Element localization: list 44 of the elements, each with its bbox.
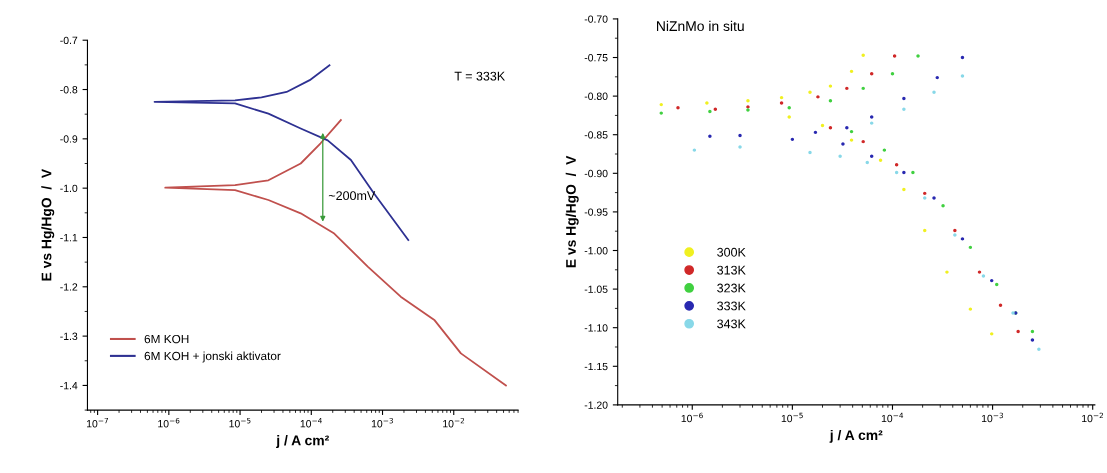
legend-label: 6M KOH + jonski aktivator [144,351,281,363]
y-axis-title: E vs Hg/HgO / V [565,155,579,268]
x-tick-label: 10$^{−4}$ [300,417,322,428]
chart-title: NiZnMo in situ [657,20,744,32]
y-tick-label: -0.95 [584,208,608,216]
legend-label: 6M KOH [144,334,189,344]
legend-label: 313K [717,265,746,275]
y-tick-label: -0.90 [584,169,608,178]
x-axis-title: j / A cm² [829,429,883,443]
x-tick-label: 10$^{−2}$ [443,417,465,428]
y-tick-label: -1.00 [584,247,608,255]
y-tick-label: -0.70 [584,15,608,23]
y-tick-label: -1.3 [60,332,78,340]
y-tick-label: -1.10 [584,324,608,332]
legend-label: 343K [717,319,746,329]
x-axis-title: j / A cm² [276,435,329,449]
annotation: ~200mV [328,191,376,201]
x-tick-label: 10$^{−3}$ [371,417,393,428]
x-tick-label: 10$^{−7}$ [87,417,109,428]
y-tick-label: -1.20 [584,401,608,409]
x-tick-label: 10$^{−2}$ [1082,412,1103,423]
y-tick-label: -1.05 [584,285,608,293]
x-tick-label: 10$^{−6}$ [681,412,703,423]
x-tick-label: 10$^{−6}$ [158,417,180,428]
y-tick-label: -0.85 [584,131,608,139]
y-tick-label: -0.75 [584,54,608,62]
x-tick-label: 10$^{−5}$ [229,417,251,428]
y-tick-label: -0.7 [60,36,78,45]
y-tick-label: -1.0 [60,184,78,193]
legend-label: 333K [717,301,746,311]
y-tick-label: -0.9 [60,135,78,143]
legend-label: 300K [717,247,746,257]
x-tick-label: 10$^{−5}$ [781,412,803,423]
y-tick-label: -1.2 [60,283,78,291]
y-tick-label: -0.80 [584,92,608,100]
y-tick-label: -0.8 [60,86,78,94]
y-axis-title: E vs Hg/HgO / V [41,168,55,281]
y-tick-label: -1.1 [60,234,78,242]
y-tick-label: -1.4 [60,382,78,390]
annotation: T = 333K [454,71,506,81]
legend-label: 323K [717,283,746,293]
x-tick-label: 10$^{−4}$ [881,412,904,423]
x-tick-label: 10$^{−3}$ [981,412,1004,423]
y-tick-label: -1.15 [584,362,608,371]
